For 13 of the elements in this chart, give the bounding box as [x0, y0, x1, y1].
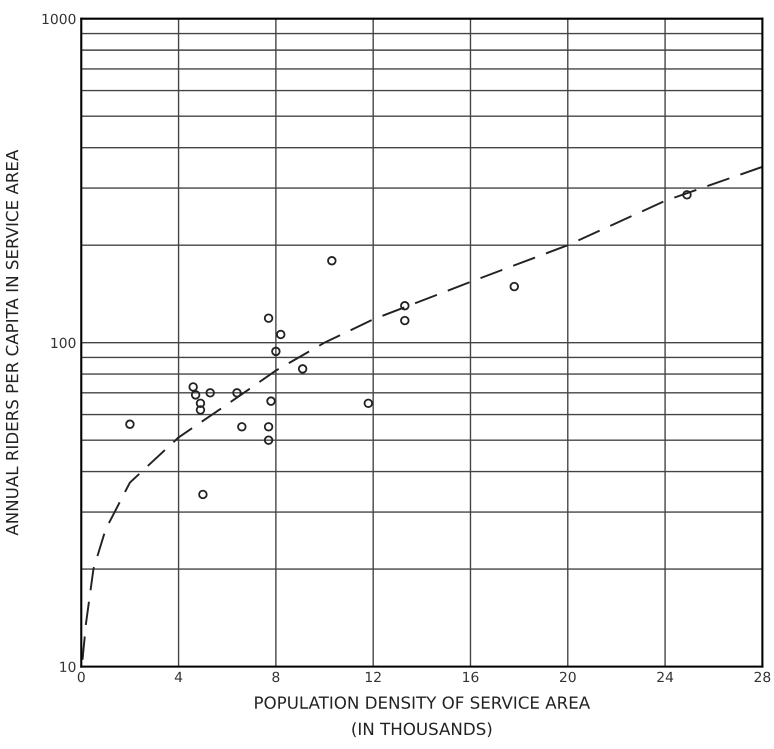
- x-tick-label: 16: [463, 672, 478, 682]
- y-tick-label: 100: [51, 338, 76, 348]
- y-axis-title: ANNUAL RIDERS PER CAPITA IN SERVICE AREA: [6, 150, 18, 536]
- x-tick-label: 12: [366, 672, 381, 682]
- y-tick-label: 1000: [42, 14, 76, 24]
- x-tick-label: 8: [272, 672, 280, 682]
- y-tick-label: 10: [60, 662, 76, 672]
- x-axis-title: POPULATION DENSITY OF SERVICE AREA (IN THOUSANDS): [255, 696, 590, 738]
- x-tick-label: 20: [560, 672, 576, 682]
- x-tick-label: 24: [657, 672, 674, 682]
- x-tick-label: 0: [78, 672, 85, 682]
- x-tick-label: 4: [174, 672, 182, 682]
- x-tick-label: 28: [754, 672, 770, 682]
